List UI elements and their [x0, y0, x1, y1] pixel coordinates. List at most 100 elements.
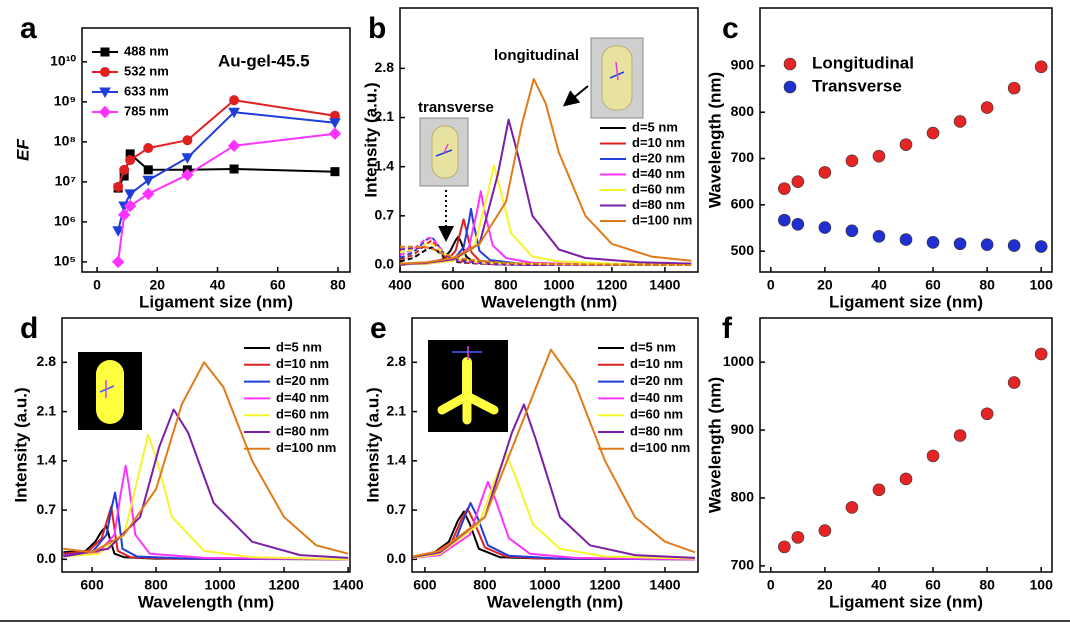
series-line: [63, 408, 349, 559]
marker: [112, 226, 124, 237]
panel-label: a: [20, 12, 37, 45]
series-line: [399, 118, 692, 266]
legend-label: 785 nm: [124, 103, 169, 118]
point: [845, 224, 859, 238]
inset-longitudinal: [590, 37, 644, 119]
x-tick-label: 80: [979, 277, 995, 293]
marker: [181, 168, 194, 182]
marker: [119, 164, 130, 175]
x-tick-label: 1400: [649, 277, 680, 293]
marker: [330, 167, 340, 177]
y-axis-label: Intensity (a.u.): [11, 387, 30, 502]
x-tick-label: 60: [925, 277, 941, 293]
legend-label: d=80 nm: [276, 423, 329, 438]
point: [1034, 240, 1048, 253]
y-tick-label: 600: [731, 196, 755, 212]
point: [818, 524, 832, 537]
legend-swatch: [783, 57, 797, 71]
marker: [142, 175, 155, 187]
plot-frame: [61, 317, 351, 573]
inset-transverse: [419, 117, 469, 187]
series-line: [63, 433, 349, 561]
marker: [228, 107, 240, 119]
series-line: [63, 491, 349, 561]
x-tick-label: 0: [767, 577, 775, 593]
annotation: transverse: [418, 99, 494, 116]
marker: [328, 127, 342, 140]
point: [953, 115, 967, 128]
x-tick-label: 800: [473, 577, 497, 593]
legend-label: 633 nm: [124, 83, 169, 98]
y-tick-label: 2.8: [37, 353, 57, 369]
point: [1007, 81, 1021, 95]
point: [926, 236, 940, 249]
panel-label: b: [368, 12, 386, 45]
y-tick-label: 1000: [723, 353, 754, 369]
y-tick-label: 800: [731, 103, 755, 119]
legend-label: d=60 nm: [630, 407, 683, 422]
y-axis-label: Intensity (a.u.): [361, 82, 380, 197]
marker: [111, 255, 125, 269]
point: [791, 531, 805, 544]
x-tick-label: 60: [925, 577, 941, 593]
marker: [181, 153, 194, 164]
x-tick-label: 1200: [269, 577, 300, 593]
y-tick-label: 800: [731, 489, 755, 505]
y-tick-label: 2.1: [387, 402, 407, 418]
point: [791, 175, 805, 188]
point: [980, 238, 994, 251]
y-tick-label: 0.7: [37, 501, 57, 517]
legend-label: d=100 nm: [632, 212, 692, 227]
plot-frame: [399, 7, 699, 273]
annotation: Au-gel-45.5: [218, 51, 310, 70]
legend-label: Longitudinal: [812, 53, 914, 72]
x-tick-label: 1000: [205, 577, 236, 593]
legend-label: Transverse: [812, 76, 902, 95]
point: [899, 138, 913, 151]
marker: [329, 118, 341, 129]
y-tick-label: 0.0: [387, 550, 407, 566]
x-tick-label: 20: [817, 277, 833, 293]
legend-label: d=10 nm: [276, 356, 329, 371]
legend-label: d=20 nm: [630, 373, 683, 388]
y-axis-label: Intensity (a.u.): [363, 387, 382, 502]
point: [1007, 376, 1021, 389]
inset-rod: [78, 352, 142, 430]
marker: [124, 189, 137, 200]
series-line: [412, 507, 696, 561]
x-tick-label: 600: [441, 277, 465, 293]
x-tick-label: 1000: [529, 577, 560, 593]
arrow: [562, 85, 589, 107]
point: [778, 213, 791, 227]
y-tick-label: 10⁸: [54, 133, 76, 149]
legend-label: d=60 nm: [632, 181, 685, 196]
legend-swatch: [783, 80, 797, 94]
y-tick-label: 10¹⁰: [50, 53, 76, 69]
point: [872, 149, 886, 163]
y-tick-label: 0.0: [375, 256, 395, 272]
panel-label: d: [20, 312, 38, 345]
y-tick-label: 900: [731, 421, 755, 437]
y-tick-label: 1.4: [375, 157, 395, 173]
x-tick-label: 400: [388, 277, 412, 293]
x-tick-label: 100: [1030, 277, 1054, 293]
legend-label: d=40 nm: [276, 390, 329, 405]
x-tick-label: 80: [330, 277, 346, 293]
plot-frame: [411, 317, 699, 573]
marker: [125, 155, 136, 166]
legend-label: d=10 nm: [630, 356, 683, 371]
x-tick-label: 40: [210, 277, 226, 293]
x-axis-label: Wavelength (nm): [481, 292, 617, 311]
transverse-line: [399, 235, 692, 266]
legend-label: d=80 nm: [630, 423, 683, 438]
y-tick-label: 1.4: [387, 452, 407, 468]
y-tick-label: 700: [731, 557, 755, 573]
y-tick-label: 900: [731, 57, 755, 73]
y-tick-label: 2.8: [387, 353, 407, 369]
x-tick-label: 20: [149, 277, 165, 293]
point: [1034, 60, 1048, 74]
point: [953, 237, 967, 251]
legend-label: 488 nm: [124, 43, 169, 58]
legend-label: d=80 nm: [632, 197, 685, 212]
